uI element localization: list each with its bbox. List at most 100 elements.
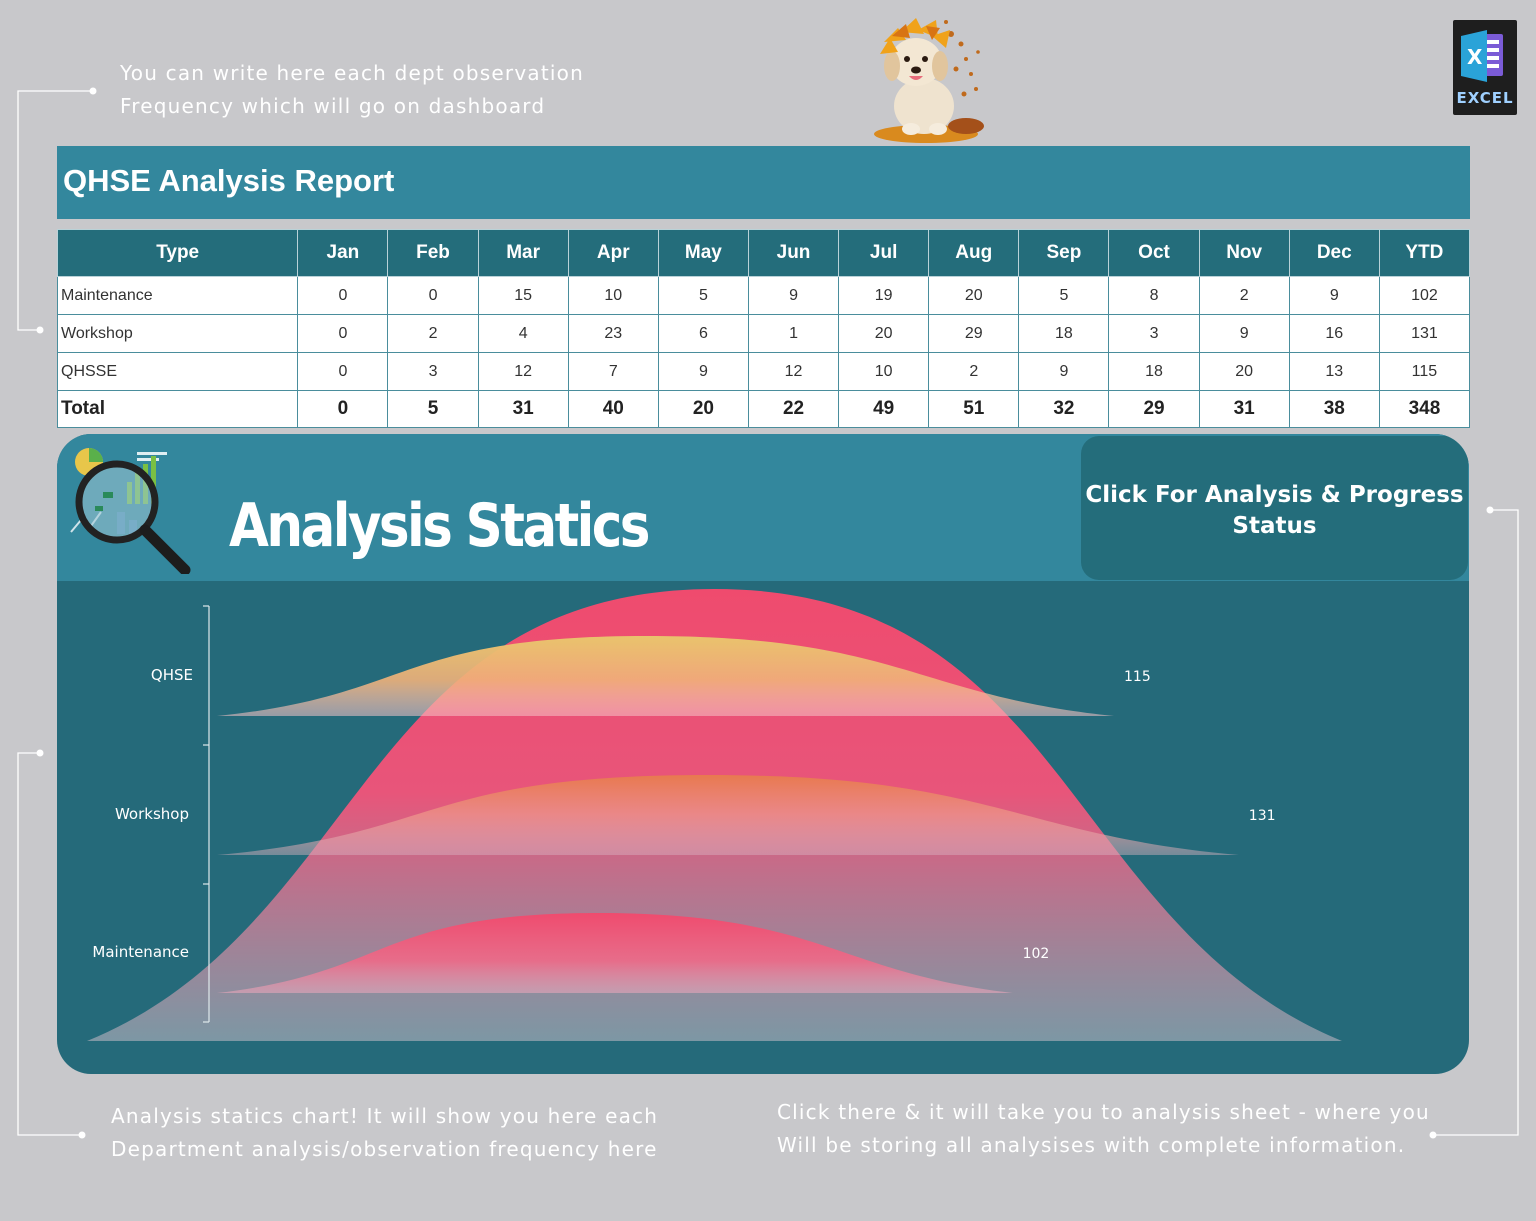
table-cell: 19 <box>838 276 930 315</box>
report-banner: QHSE Analysis Report <box>57 146 1470 219</box>
column-header-dec: Dec <box>1288 229 1380 277</box>
column-header-aug: Aug <box>928 229 1020 277</box>
table-cell: 0 <box>387 276 479 315</box>
table-cell: 8 <box>1108 276 1200 315</box>
row-type-cell: QHSSE <box>56 352 299 391</box>
total-cell: 51 <box>928 390 1020 428</box>
table-cell: 18 <box>1018 314 1110 353</box>
column-header-jul: Jul <box>838 229 930 277</box>
row-type-cell: Maintenance <box>56 276 299 315</box>
table-cell: 0 <box>297 314 389 353</box>
total-label-cell: Total <box>56 390 299 428</box>
table-cell: 20 <box>928 276 1020 315</box>
top-note-line-2: Frequency which will go on dashboard <box>120 94 546 118</box>
table-cell: 12 <box>477 352 569 391</box>
table-cell: 29 <box>928 314 1020 353</box>
bell-qhse <box>217 636 1114 716</box>
table-cell: 9 <box>657 352 749 391</box>
data-label-workshop: 131 <box>1249 808 1276 824</box>
table-cell: 2 <box>928 352 1020 391</box>
table-cell: 0 <box>297 276 389 315</box>
table-header-row: Type Jan Feb Mar Apr May Jun Jul Aug Sep Oct Nov Dec… <box>56 229 1471 277</box>
column-header-nov: Nov <box>1198 229 1290 277</box>
excel-icon: X <box>1461 30 1503 82</box>
bottom-right-note-line-2: Will be storing all analysises with comp… <box>777 1133 1406 1157</box>
total-cell: 5 <box>387 390 479 428</box>
column-header-sep: Sep <box>1018 229 1110 277</box>
table-cell: 1 <box>747 314 840 353</box>
total-cell: 0 <box>297 390 389 428</box>
column-header-jan: Jan <box>297 229 389 277</box>
table-cell: 20 <box>838 314 930 353</box>
analysis-progress-button[interactable]: Click For Analysis & Progress Status <box>1081 436 1468 580</box>
analysis-chart: QHSE Workshop Maintenance 115 131 102 <box>87 589 1342 1041</box>
bottom-left-note-line-1: Analysis statics chart! It will show you… <box>111 1104 659 1128</box>
total-cell: 38 <box>1288 390 1380 428</box>
total-cell: 29 <box>1108 390 1200 428</box>
analysis-panel: Analysis Statics Click For Analysis & Pr… <box>57 434 1469 1074</box>
table-cell: 9 <box>747 276 840 315</box>
table-cell: 2 <box>387 314 479 353</box>
excel-label: EXCEL <box>1456 89 1514 107</box>
table-cell: 3 <box>1108 314 1200 353</box>
total-cell: 32 <box>1018 390 1110 428</box>
column-header-jun: Jun <box>747 229 840 277</box>
bottom-left-note-line-2: Department analysis/observation frequenc… <box>111 1137 658 1161</box>
report-title: QHSE Analysis Report <box>63 163 395 198</box>
table-cell: 10 <box>567 276 659 315</box>
column-header-feb: Feb <box>387 229 479 277</box>
bottom-right-note-line-1: Click there & it will take you to analys… <box>777 1100 1430 1124</box>
total-cell: 49 <box>838 390 930 428</box>
table-cell: 2 <box>1198 276 1290 315</box>
category-axis <box>203 605 210 1023</box>
row-type-cell: Workshop <box>56 314 299 353</box>
table-cell: 102 <box>1378 276 1471 315</box>
table-row: QHSSE 0 3 12 7 9 12 10 2 9 18 20 13 115 <box>56 352 1471 391</box>
table-cell: 4 <box>477 314 569 353</box>
column-header-apr: Apr <box>567 229 659 277</box>
table-cell: 18 <box>1108 352 1200 391</box>
table-cell: 6 <box>657 314 749 353</box>
table-cell: 15 <box>477 276 569 315</box>
category-label-workshop: Workshop <box>115 805 189 823</box>
table-cell: 131 <box>1378 314 1471 353</box>
column-header-type: Type <box>56 229 299 277</box>
data-label-qhse: 115 <box>1124 669 1151 685</box>
category-label-maintenance: Maintenance <box>92 943 189 961</box>
bottom-right-note: Click there & it will take you to analys… <box>777 1096 1430 1162</box>
table-cell: 5 <box>657 276 749 315</box>
bottom-left-note: Analysis statics chart! It will show you… <box>111 1100 658 1166</box>
table-cell: 12 <box>747 352 840 391</box>
top-note: You can write here each dept observation… <box>120 57 584 123</box>
table-cell: 7 <box>567 352 659 391</box>
table-cell: 13 <box>1288 352 1380 391</box>
puppy-autumn-leaves-icon <box>874 18 984 143</box>
total-cell: 31 <box>1198 390 1290 428</box>
total-cell: 22 <box>747 390 840 428</box>
bell-maintenance <box>217 913 1013 993</box>
report-table: Type Jan Feb Mar Apr May Jun Jul Aug Sep Oct Nov Dec… <box>56 229 1471 428</box>
table-cell: 9 <box>1018 352 1110 391</box>
total-cell: 20 <box>657 390 749 428</box>
excel-logo: X EXCEL <box>1453 20 1517 115</box>
table-cell: 115 <box>1378 352 1471 391</box>
data-label-maintenance: 102 <box>1023 946 1050 962</box>
magnifier-analytics-icon <box>70 448 191 574</box>
table-cell: 0 <box>297 352 389 391</box>
total-cell: 31 <box>477 390 569 428</box>
excel-glyph: X <box>1467 45 1483 69</box>
table-row: Workshop 0 2 4 23 6 1 20 29 18 3 9 16 131 <box>56 314 1471 353</box>
bell-workshop <box>217 775 1239 855</box>
column-header-oct: Oct <box>1108 229 1200 277</box>
table-row: Maintenance 0 0 15 10 5 9 19 20 5 8 2 9 102 <box>56 276 1471 315</box>
table-cell: 5 <box>1018 276 1110 315</box>
column-header-ytd: YTD <box>1378 229 1471 277</box>
total-cell: 40 <box>567 390 659 428</box>
top-note-line-1: You can write here each dept observation <box>120 61 584 85</box>
total-cell: 348 <box>1378 390 1471 428</box>
column-header-may: May <box>657 229 749 277</box>
table-cell: 16 <box>1288 314 1380 353</box>
column-header-mar: Mar <box>477 229 569 277</box>
table-cell: 23 <box>567 314 659 353</box>
